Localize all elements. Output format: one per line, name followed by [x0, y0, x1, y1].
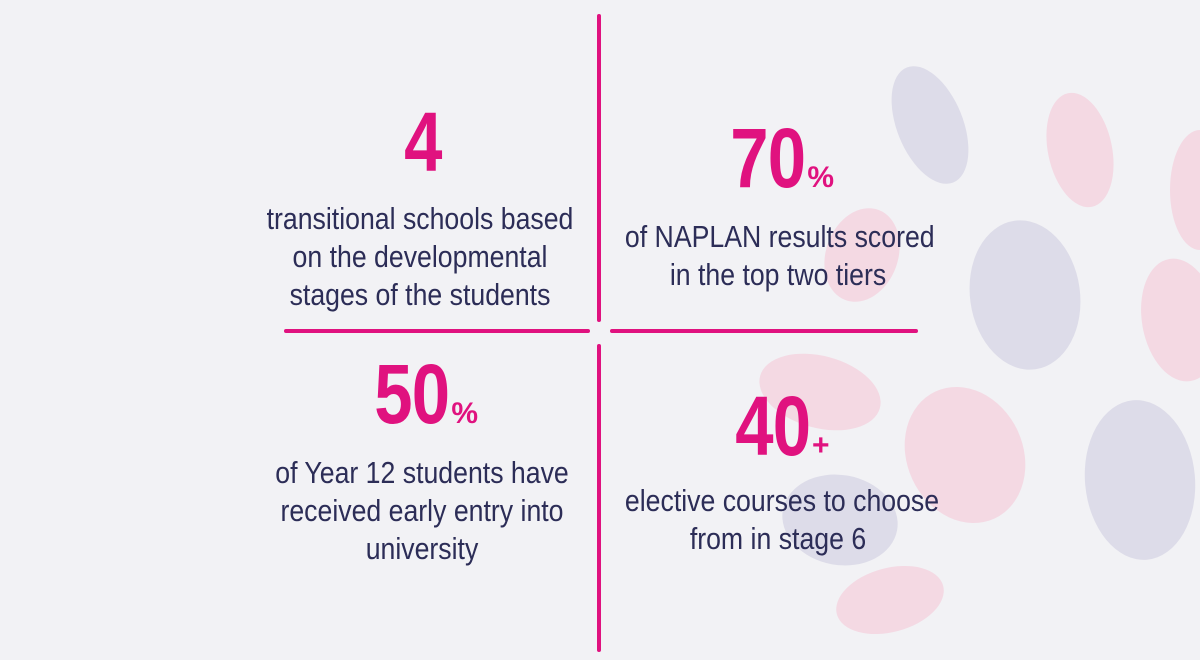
leaf — [759, 353, 881, 431]
stat-description-line: on the developmental — [292, 239, 548, 274]
stat-suffix: + — [811, 429, 830, 462]
horizontal-divider-right — [610, 329, 918, 333]
stat-early-entry: 50% of Year 12 students have received ea… — [240, 352, 604, 568]
stat-description-line: transitional schools based — [266, 201, 574, 236]
stat-description-line: elective courses to choose — [624, 483, 940, 518]
horizontal-divider-left — [284, 329, 590, 333]
stat-description-line: received early entry into — [280, 493, 564, 528]
vertical-divider-bottom — [597, 344, 601, 652]
leaf — [782, 474, 898, 566]
stat-value: 4 — [400, 95, 442, 189]
stat-value: 50% — [366, 352, 478, 436]
stat-description-line: of Year 12 students have — [275, 455, 569, 490]
stat-number: 4 — [404, 95, 442, 189]
leaf — [969, 220, 1081, 370]
stat-naplan: 70% of NAPLAN results scored in the top … — [600, 116, 956, 294]
leaf — [824, 208, 900, 302]
stat-suffix: % — [451, 397, 479, 430]
leaf — [1084, 400, 1196, 560]
leaf — [836, 565, 944, 635]
stat-value: 70% — [722, 116, 834, 200]
stat-value: 40+ — [727, 384, 830, 468]
leaf-pattern — [759, 66, 1200, 635]
stat-description-line: from in stage 6 — [689, 521, 867, 556]
leaf — [1141, 258, 1200, 382]
leaf — [1046, 92, 1114, 208]
vertical-divider-top — [597, 14, 601, 322]
leaf — [891, 66, 969, 184]
stat-elective-courses: 40+ elective courses to choose from in s… — [600, 384, 956, 558]
stat-schools: 4 transitional schools based on the deve… — [240, 100, 600, 314]
stat-number: 50 — [374, 347, 450, 441]
stat-number: 40 — [734, 379, 811, 473]
stat-description-line: stages of the students — [289, 277, 551, 312]
stat-number: 70 — [730, 111, 806, 205]
stat-description-line: in the top two tiers — [669, 257, 887, 292]
stat-suffix: % — [807, 161, 835, 194]
leaf — [1170, 130, 1200, 250]
stat-description-line: of NAPLAN results scored — [624, 219, 935, 254]
leaf — [904, 386, 1026, 524]
stat-description-line: university — [365, 531, 479, 566]
